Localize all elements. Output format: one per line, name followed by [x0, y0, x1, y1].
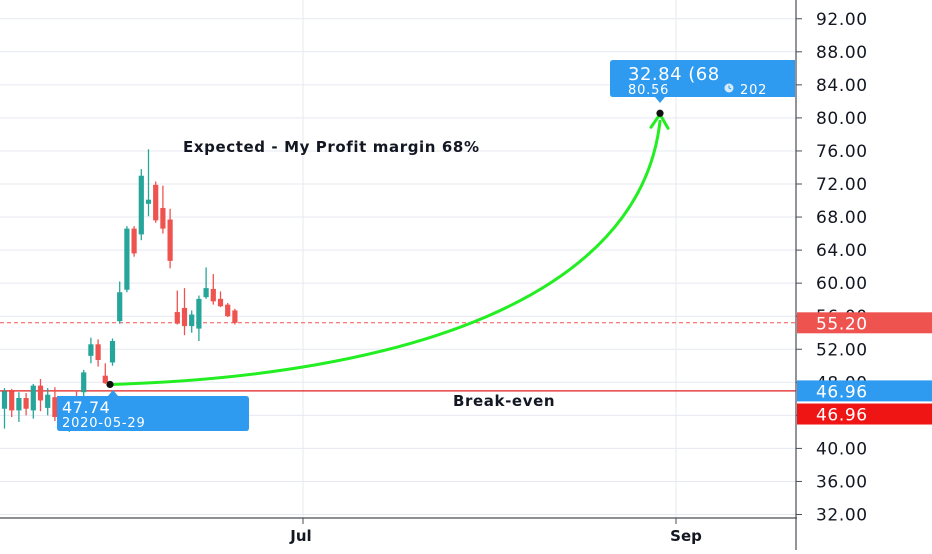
target-price-label[interactable]: 32.84 (68 80.56 202: [610, 60, 795, 103]
price-badge: [797, 312, 932, 334]
candle-down: [37, 385, 44, 401]
candle-down: [167, 219, 173, 261]
candle-up: [196, 298, 202, 329]
candle-down: [153, 184, 159, 221]
candle-up: [117, 292, 123, 322]
candle-up: [16, 397, 22, 411]
price-tick-label: 76.00: [816, 142, 868, 162]
price-tick-label: 40.00: [816, 439, 868, 459]
time-label-jul: Jul: [289, 527, 311, 545]
start-price-date: 2020-05-29: [62, 416, 146, 431]
target-point-marker: [656, 109, 664, 117]
candle-down: [52, 397, 58, 418]
candle-up: [1, 391, 8, 409]
candle-down: [174, 312, 180, 324]
candle-up: [109, 340, 116, 363]
candle-down: [102, 375, 108, 384]
clock-icon: [724, 83, 734, 93]
start-price-value: 47.74: [62, 398, 110, 417]
candle-down: [232, 310, 238, 323]
projection-arrow[interactable]: [106, 109, 670, 389]
start-point-marker: [106, 380, 114, 389]
candle-down: [160, 207, 166, 229]
candles: [1, 149, 238, 432]
candle-up: [145, 199, 152, 204]
time-label-sep: Sep: [670, 527, 702, 545]
candle-down: [225, 304, 231, 317]
candle-down: [131, 228, 137, 254]
candle-up: [203, 288, 209, 298]
price-tick-label: 92.00: [816, 10, 868, 30]
candle-up: [45, 394, 51, 408]
projection-text: Expected - My Profit margin 68%: [183, 138, 480, 156]
candle-down: [9, 391, 15, 411]
candle-up: [30, 385, 36, 411]
price-tick-label: 36.00: [816, 472, 868, 492]
price-badge-label: 46.96: [816, 382, 868, 402]
candle-up: [138, 175, 144, 235]
time-axis[interactable]: Jul Sep: [289, 518, 702, 545]
projection-arrow-line: [108, 119, 662, 386]
price-tick-label: 88.00: [816, 43, 868, 63]
price-tick-label: 60.00: [816, 274, 868, 294]
candle-down: [181, 307, 188, 327]
start-price-label[interactable]: 47.74 2020-05-29: [57, 390, 249, 431]
price-tick-label: 68.00: [816, 208, 868, 228]
price-tick-label: 84.00: [816, 76, 868, 96]
price-tick-label: 32.00: [816, 506, 868, 526]
price-lines: [0, 322, 796, 392]
price-axis[interactable]: [796, 0, 932, 550]
price-tick-label: 72.00: [816, 175, 868, 195]
price-tick-label: 64.00: [816, 241, 868, 261]
break-even-text: Break-even: [453, 392, 555, 410]
candle-up: [88, 344, 94, 356]
target-label-line3: 202: [740, 83, 767, 98]
candle-down: [23, 397, 29, 409]
candle-up: [81, 372, 87, 393]
price-badge-label: 46.96: [816, 406, 868, 426]
candle-up: [189, 314, 195, 327]
price-axis-badges: 55.20 46.96 46.96: [797, 312, 932, 426]
candle-down: [217, 298, 224, 307]
candle-up: [124, 228, 130, 290]
price-tick-label: 52.00: [816, 340, 868, 360]
price-badge: [797, 380, 932, 402]
target-label-line2: 80.56: [628, 83, 669, 98]
price-badge: [797, 403, 932, 425]
candle-down: [210, 288, 216, 302]
price-badge-label: 55.20: [816, 314, 868, 334]
candle-down: [95, 344, 101, 360]
price-tick-label: 80.00: [816, 109, 868, 129]
target-label-line1: 32.84 (68: [628, 64, 720, 85]
price-axis-ticks: 92.00 88.00 84.00 80.00 76.00 72.00 68.00 64.00…: [796, 10, 868, 526]
